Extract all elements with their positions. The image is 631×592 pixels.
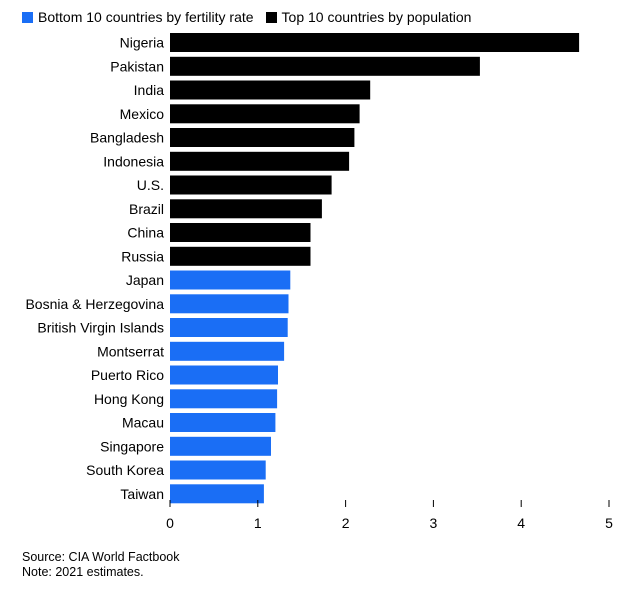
category-label: China [127,225,164,241]
legend-swatch-blue [22,11,33,23]
category-label: Macau [122,415,164,431]
bar-china [170,223,311,242]
category-label: Hong Kong [94,391,164,407]
category-label: South Korea [86,462,164,478]
x-tick-label: 3 [430,515,438,531]
x-tick-label: 2 [342,515,350,531]
x-tick-label: 0 [166,515,174,531]
category-label: Brazil [129,201,164,217]
category-label: Indonesia [103,153,164,169]
x-axis: 0 1 2 3 4 5 [166,500,613,531]
bar-pakistan [170,56,480,76]
legend-swatch-black [265,11,277,23]
bar-puerto-rico [170,365,278,385]
category-labels-group: Nigeria Pakistan India Mexico Bangladesh Indo… [25,35,164,502]
bar-nigeria [170,33,580,52]
bar-hong-kong [170,389,278,409]
chart-legend: Bottom 10 countries by fertility rate To… [22,8,483,26]
bar-british-virgin-islands [170,318,288,337]
bar-u-s- [170,175,332,195]
bar-india [170,80,371,100]
source-note: Source: CIA World Factbook [22,550,180,564]
bar-bosnia-herzegovina [170,294,289,314]
estimates-note: Note: 2021 estimates. [22,565,144,579]
bar-russia [170,246,311,266]
bar-singapore [170,436,271,456]
category-label: Puerto Rico [91,367,164,383]
bars-group [170,33,580,504]
bar-macau [170,413,276,432]
category-label: Russia [121,248,164,264]
category-label: Bosnia & Herzegovina [25,296,164,312]
bar-indonesia [170,151,350,171]
legend-label-bottom-fertility: Bottom 10 countries by fertility rate [38,9,254,25]
bar-south-korea [170,460,266,480]
category-label: Japan [126,272,164,288]
category-label: British Virgin Islands [37,320,164,336]
category-label: Montserrat [97,343,164,359]
x-tick-label: 5 [605,515,613,531]
bar-chart: Nigeria Pakistan India Mexico Bangladesh Indo… [25,33,613,531]
category-label: Pakistan [110,58,164,74]
category-label: Taiwan [120,486,164,502]
legend-item-top-population: Top 10 countries by population [265,9,472,25]
x-tick-label: 1 [254,515,262,531]
category-label: Bangladesh [90,130,164,146]
bar-taiwan [170,484,264,504]
category-label: Nigeria [120,35,165,51]
bar-mexico [170,104,360,124]
category-label: U.S. [137,177,164,193]
legend-label-top-population: Top 10 countries by population [281,9,472,25]
category-label: Singapore [100,438,164,454]
bar-montserrat [170,341,285,361]
bar-brazil [170,199,322,219]
x-tick-label: 4 [517,515,525,531]
chart-footer: Source: CIA World Factbook Note: 2021 es… [22,550,179,580]
category-label: India [134,82,165,98]
bar-bangladesh [170,128,355,147]
legend-item-bottom-fertility: Bottom 10 countries by fertility rate [22,9,254,25]
category-label: Mexico [120,106,165,122]
bar-japan [170,270,291,290]
